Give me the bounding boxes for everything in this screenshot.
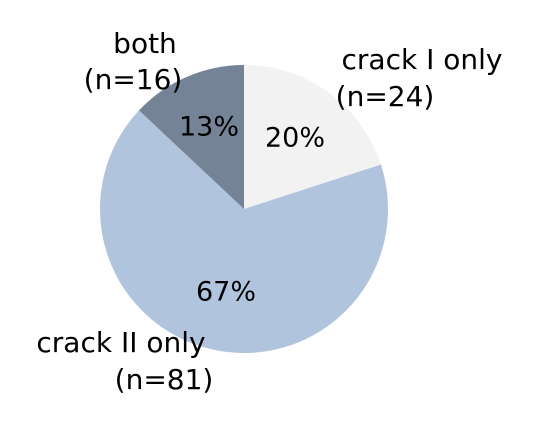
- slice-label-crack-ii: crack II only: [36, 326, 205, 359]
- slice-label-crack-i: crack I only: [342, 43, 503, 76]
- slice-count-crack-ii: (n=81): [115, 363, 214, 396]
- slice-pct-label-both: 13%: [179, 112, 239, 143]
- pie-slice-crack-i-only: [244, 65, 381, 209]
- pie-slice-both: [139, 65, 244, 209]
- pie-slices: [100, 65, 389, 353]
- slice-count-both: (n=16): [84, 63, 183, 96]
- slice-label-both: both: [113, 27, 177, 60]
- slice-pct-label-crack-i: 20%: [265, 123, 325, 154]
- pie-slice-crack-ii-only: [100, 110, 389, 353]
- slice-count-crack-i: (n=24): [336, 80, 435, 113]
- slice-pct-label-crack-ii: 67%: [196, 277, 256, 308]
